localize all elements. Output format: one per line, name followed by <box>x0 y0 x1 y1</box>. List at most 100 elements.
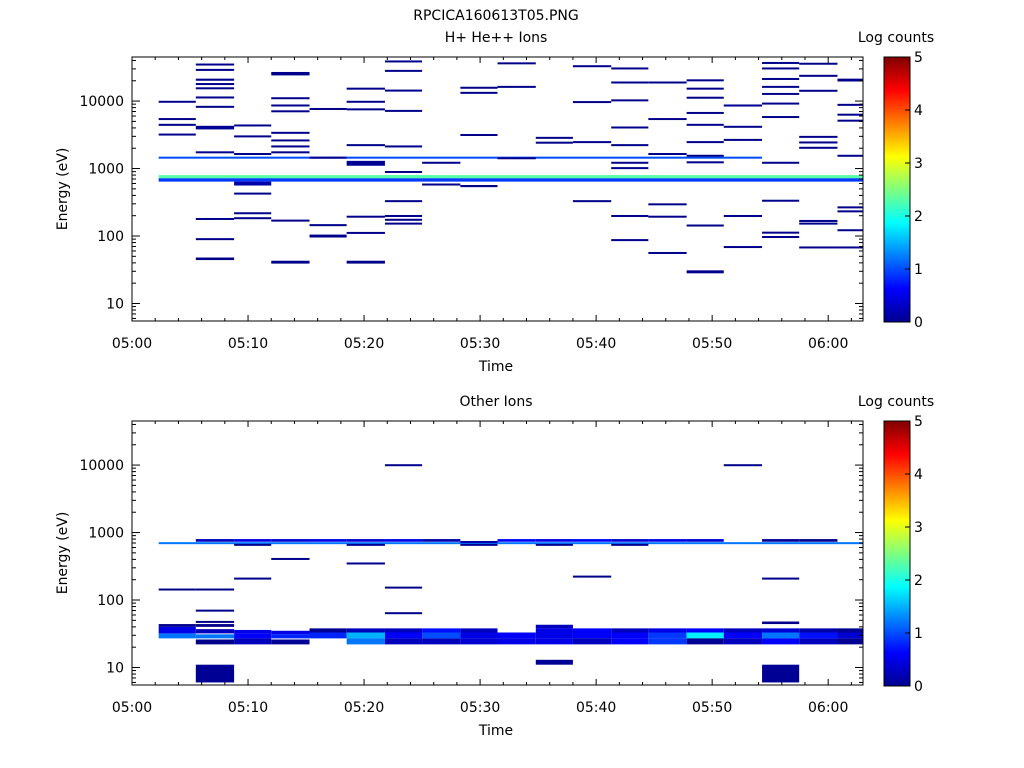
heatmap-cell <box>611 239 649 242</box>
heatmap-cell <box>611 638 649 645</box>
y-tick-label: 1000 <box>88 162 124 178</box>
heatmap-cell <box>460 632 498 639</box>
heatmap-cell <box>837 632 863 639</box>
heatmap-cell <box>384 200 423 203</box>
heatmap-cell <box>686 123 724 126</box>
heatmap-cell <box>271 71 310 76</box>
heatmap-cell <box>346 628 385 633</box>
heatmap-cell <box>762 664 800 683</box>
heatmap-cell <box>762 67 800 70</box>
heatmap-cell <box>497 539 536 542</box>
heatmap-cell <box>158 588 196 591</box>
heatmap-band <box>158 175 863 179</box>
axes: 05:00 05:10 05:20 05:30 05:40 05:50 06:00 10 100… <box>79 57 863 352</box>
heatmap-cell <box>535 624 573 629</box>
heatmap-cell <box>309 234 347 238</box>
heatmap-cell <box>158 133 196 136</box>
heatmap-cell <box>648 539 687 542</box>
heatmap-cell <box>309 539 347 542</box>
heatmap-cell <box>271 639 310 645</box>
heatmap-cell <box>611 144 649 147</box>
heatmap-cell <box>723 628 763 633</box>
colorbar-tick-label: 5 <box>914 50 923 66</box>
heatmap-cell <box>837 638 863 645</box>
colorbar <box>883 420 911 687</box>
y-axis-label: Energy (eV) <box>55 148 71 231</box>
heatmap-cell <box>195 664 235 683</box>
heatmap-cell <box>686 638 724 645</box>
heatmap-cell <box>422 183 461 186</box>
heatmap-cell <box>762 116 800 119</box>
heatmap-cell <box>195 125 235 130</box>
y-tick-label: 100 <box>97 229 124 245</box>
heatmap-cell <box>346 215 385 218</box>
heatmap-cell <box>271 539 310 542</box>
heatmap-cell <box>346 638 385 645</box>
heatmap-cell <box>234 152 272 155</box>
heatmap-cell <box>271 557 310 560</box>
heatmap-cell <box>271 260 310 264</box>
x-tick-label: 06:00 <box>808 700 848 716</box>
heatmap-cell <box>799 74 838 77</box>
heatmap-cell <box>384 214 423 217</box>
heatmap-cell <box>762 628 800 633</box>
heatmap-cell <box>195 624 235 627</box>
heatmap-cell <box>837 119 863 122</box>
heatmap-cell <box>195 257 235 261</box>
heatmap-cell <box>195 634 235 639</box>
heatmap-cell <box>346 108 385 111</box>
panel-h-he-ions: H+ He++ Ions 05:00 05:10 05:20 05:30 05:40 05… <box>55 30 934 375</box>
heatmap-cell <box>762 92 800 95</box>
colorbar-tick-label: 1 <box>914 626 923 642</box>
heatmap-cell <box>723 138 763 141</box>
heatmap-cell <box>384 60 423 63</box>
heatmap-cell <box>234 135 272 138</box>
colorbar <box>883 56 911 323</box>
heatmap-cell <box>309 224 347 227</box>
heatmap-cell <box>158 633 196 639</box>
heatmap-cell <box>762 236 800 239</box>
heatmap-cell <box>535 628 573 639</box>
heatmap-cell <box>799 539 838 542</box>
heatmap-cell <box>195 105 235 108</box>
x-tick-label: 05:40 <box>576 700 616 716</box>
heatmap-cell <box>234 212 272 215</box>
heatmap-cell <box>837 229 863 232</box>
heatmap-cell <box>422 539 461 542</box>
heatmap-cell <box>837 78 863 82</box>
heatmap-cell <box>195 78 235 81</box>
x-tick-label: 05:10 <box>228 700 268 716</box>
x-tick-label: 05:40 <box>576 336 616 352</box>
heatmap-cell <box>799 146 838 149</box>
heatmap-cell <box>460 638 498 645</box>
heatmap-cell <box>497 638 536 645</box>
heatmap-band <box>158 156 763 159</box>
heatmap-cell <box>422 632 461 639</box>
heatmap-cell <box>195 539 235 542</box>
heatmap-cell <box>611 543 649 546</box>
heatmap-cell <box>195 238 235 241</box>
heatmap-cell <box>611 99 649 102</box>
heatmap-cell <box>611 539 649 542</box>
heatmap-cell <box>195 151 235 154</box>
heatmap-cell <box>611 214 649 217</box>
heatmap-cell <box>799 638 838 645</box>
heatmap-cell <box>271 630 310 635</box>
panel-other-ions: Other Ions 05:00 05:10 05:20 05:30 05:40 05:5… <box>55 394 934 739</box>
heatmap-cell <box>384 145 423 148</box>
heatmap-cell <box>271 97 310 100</box>
heatmap-band <box>158 178 863 182</box>
heatmap-cell <box>195 63 235 66</box>
heatmap-cell <box>837 206 863 209</box>
heatmap-cell <box>723 104 763 107</box>
heatmap-cell <box>723 464 763 467</box>
heatmap-cell <box>195 83 235 86</box>
heatmap-cell <box>762 85 800 88</box>
axes: 05:00 05:10 05:20 05:30 05:40 05:50 06:00 10 100… <box>79 421 863 716</box>
heatmap-cell <box>611 126 649 129</box>
plot-frame <box>131 56 864 322</box>
heatmap-cell <box>611 628 649 633</box>
heatmap-cell <box>572 638 612 645</box>
x-tick-label: 06:00 <box>808 336 848 352</box>
colorbar-tick-label: 5 <box>914 414 923 430</box>
